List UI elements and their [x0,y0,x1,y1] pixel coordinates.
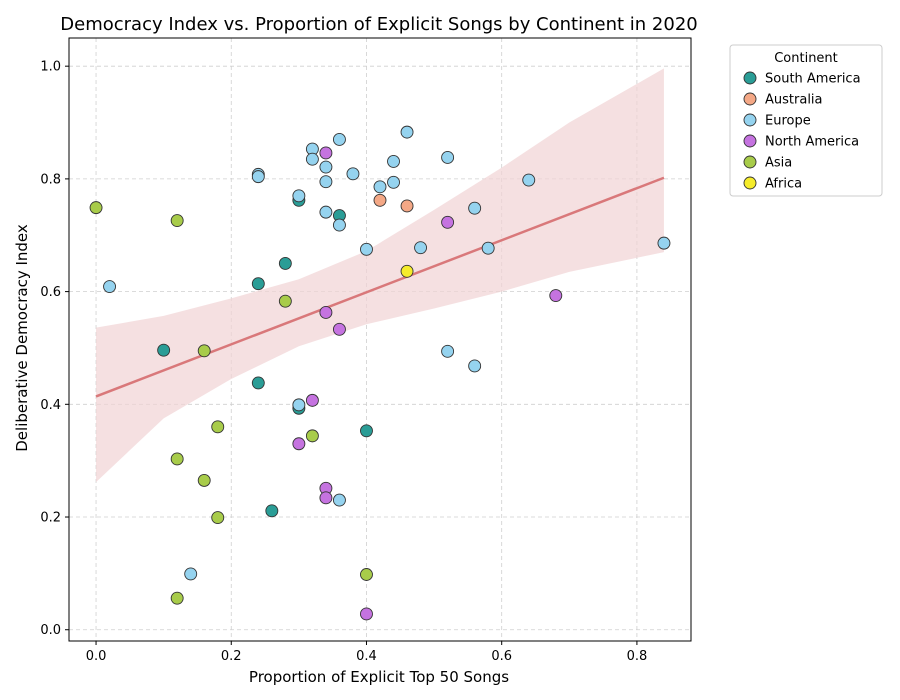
legend: Continent South America Australia Europe No… [729,44,883,197]
legend-marker-north-america [743,134,757,148]
point-asia-10 [360,568,373,581]
point-north-america-6 [332,322,346,336]
point-north-america-0 [292,437,306,451]
legend-marker-south-america [743,71,757,85]
point-europe-25 [481,241,495,255]
regression-line-layer [95,176,665,398]
confidence-band-layer [96,68,664,483]
point-europe-16 [373,180,387,194]
legend-items: South America Australia Europe North Americ… [743,71,861,192]
point-europe-18 [387,175,400,189]
legend-marker-asia [743,155,757,169]
legend-marker-africa [743,176,757,190]
x-axis-ticks: 0.0 0.2 0.4 0.6 0.8 [86,641,648,664]
y-tick-label-3: 0.6 [40,285,61,300]
point-europe-4 [292,189,306,203]
point-europe-1 [184,567,198,581]
point-europe-0 [103,280,117,293]
point-africa-0 [400,264,414,278]
point-asia-4 [197,344,211,358]
point-asia-0 [89,201,103,215]
y-tick-label-2: 0.4 [40,398,61,413]
regression-line [95,176,665,398]
point-north-america-7 [360,607,373,621]
point-europe-12 [332,218,346,232]
point-north-america-5 [319,491,333,505]
y-tick-label-1: 0.2 [40,511,61,526]
point-australia-0 [373,193,387,207]
point-asia-7 [211,511,225,525]
point-south-america-2 [251,376,265,390]
point-south-america-0 [157,343,171,357]
y-axis-ticks: 0.0 0.2 0.4 0.6 0.8 1.0 [40,60,69,638]
legend-marker-europe [743,113,757,127]
legend-label-australia: Australia [765,93,823,108]
point-north-america-1 [305,393,319,407]
point-europe-10 [319,205,333,219]
point-asia-8 [278,294,292,308]
point-asia-6 [211,420,225,434]
point-europe-11 [332,132,346,146]
point-asia-1 [170,214,184,228]
point-europe-23 [468,201,482,215]
y-tick-label-0: 0.0 [40,623,61,638]
point-europe-26 [522,173,536,187]
point-asia-5 [197,473,211,487]
legend-marker-australia [743,92,757,106]
point-south-america-4 [278,256,292,270]
point-europe-15 [360,242,373,256]
point-europe-27 [657,236,671,250]
point-europe-14 [346,167,360,181]
legend-label-europe: Europe [765,114,811,129]
data-points [89,125,671,621]
legend-box [729,44,883,197]
point-south-america-8 [360,424,373,438]
y-axis-label: Deliberative Democracy Index [13,224,31,452]
point-north-america-3 [319,305,333,319]
point-europe-3 [251,170,265,184]
confidence-band [96,68,664,483]
point-europe-21 [441,151,455,164]
point-north-america-8 [441,215,455,229]
legend-label-north-america: North America [765,135,859,150]
point-europe-17 [387,154,400,168]
point-europe-22 [441,344,455,358]
point-asia-9 [305,429,319,443]
point-europe-13 [332,493,346,507]
point-europe-7 [305,152,319,166]
point-europe-20 [414,241,428,255]
point-europe-5 [292,398,306,412]
y-tick-label-4: 0.8 [40,172,61,187]
point-south-america-3 [265,504,279,518]
x-tick-label-0: 0.0 [86,649,107,664]
legend-label-africa: Africa [765,177,802,192]
x-tick-label-4: 0.8 [627,649,648,664]
x-tick-label-2: 0.4 [356,649,377,664]
x-tick-label-3: 0.6 [491,649,512,664]
point-europe-9 [319,175,333,189]
point-europe-8 [319,160,333,174]
point-australia-1 [400,199,414,213]
legend-label-asia: Asia [765,156,792,171]
legend-label-south-america: South America [765,72,861,87]
x-tick-label-1: 0.2 [221,649,242,664]
point-asia-3 [170,591,184,605]
point-europe-24 [468,359,482,373]
point-asia-2 [170,452,184,466]
x-axis-label: Proportion of Explicit Top 50 Songs [249,668,509,686]
chart-title: Democracy Index vs. Proportion of Explic… [60,14,697,35]
y-tick-label-5: 1.0 [40,60,61,75]
point-south-america-1 [251,277,265,291]
point-north-america-2 [319,146,333,160]
point-europe-19 [400,125,414,139]
plot-frame [68,37,692,642]
legend-title: Continent [774,51,838,66]
point-north-america-9 [549,289,563,302]
